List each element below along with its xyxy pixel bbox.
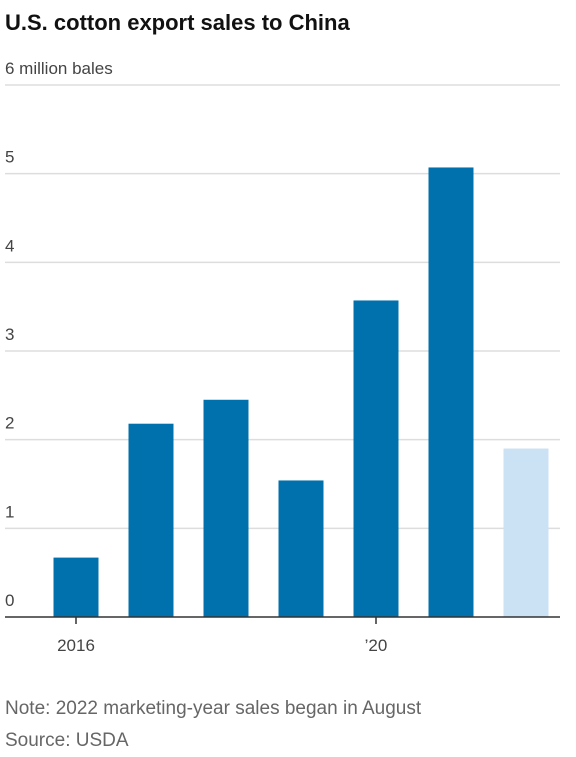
y-tick-label: 2 bbox=[5, 414, 14, 433]
note: Note: 2022 marketing-year sales began in… bbox=[5, 698, 422, 719]
source: Source: USDA bbox=[5, 730, 129, 751]
bar bbox=[278, 480, 324, 617]
bar bbox=[128, 423, 174, 617]
bar bbox=[53, 557, 99, 617]
bar bbox=[428, 167, 474, 617]
y-tick-label: 0 bbox=[5, 591, 14, 610]
x-tick-label: 2016 bbox=[57, 636, 95, 655]
y-tick-label: 6 million bales bbox=[5, 59, 113, 78]
y-tick-label: 1 bbox=[5, 502, 14, 521]
y-tick-label: 3 bbox=[5, 325, 14, 344]
bar bbox=[203, 399, 249, 617]
chart-title: U.S. cotton export sales to China bbox=[5, 10, 350, 35]
y-tick-label: 4 bbox=[5, 236, 14, 255]
y-tick-label: 5 bbox=[5, 148, 14, 167]
bar bbox=[353, 300, 399, 617]
bar bbox=[503, 448, 549, 617]
x-tick-label: ’20 bbox=[365, 636, 388, 655]
